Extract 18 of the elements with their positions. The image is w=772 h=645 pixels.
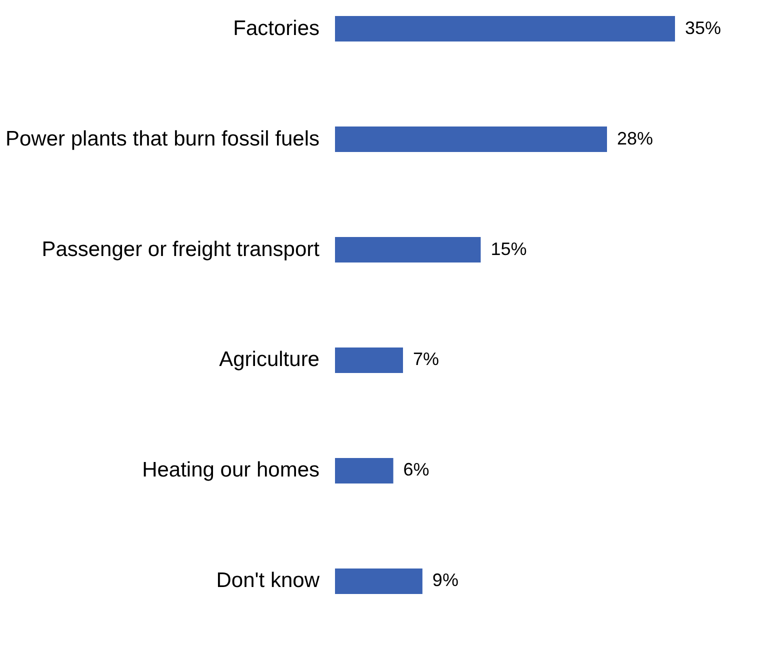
data-label: 28% bbox=[617, 128, 654, 148]
y-tick-label: Heating our homes bbox=[142, 458, 320, 482]
bar bbox=[335, 237, 481, 262]
bar bbox=[335, 16, 675, 42]
bar bbox=[335, 458, 394, 484]
y-tick-label: Don't know bbox=[216, 569, 320, 592]
bar bbox=[335, 126, 607, 152]
data-label: 35% bbox=[685, 18, 722, 38]
data-label: 6% bbox=[403, 460, 430, 480]
y-tick-label: Passenger or freight transport bbox=[42, 238, 320, 261]
bar bbox=[335, 348, 403, 373]
data-label: 7% bbox=[413, 349, 440, 370]
y-tick-label: Factories bbox=[233, 16, 320, 40]
data-label: 9% bbox=[432, 570, 458, 590]
bar bbox=[335, 568, 422, 594]
data-label: 15% bbox=[490, 238, 527, 259]
y-tick-label: Agriculture bbox=[219, 348, 320, 372]
y-tick-label: Power plants that burn fossil fuels bbox=[6, 127, 320, 150]
